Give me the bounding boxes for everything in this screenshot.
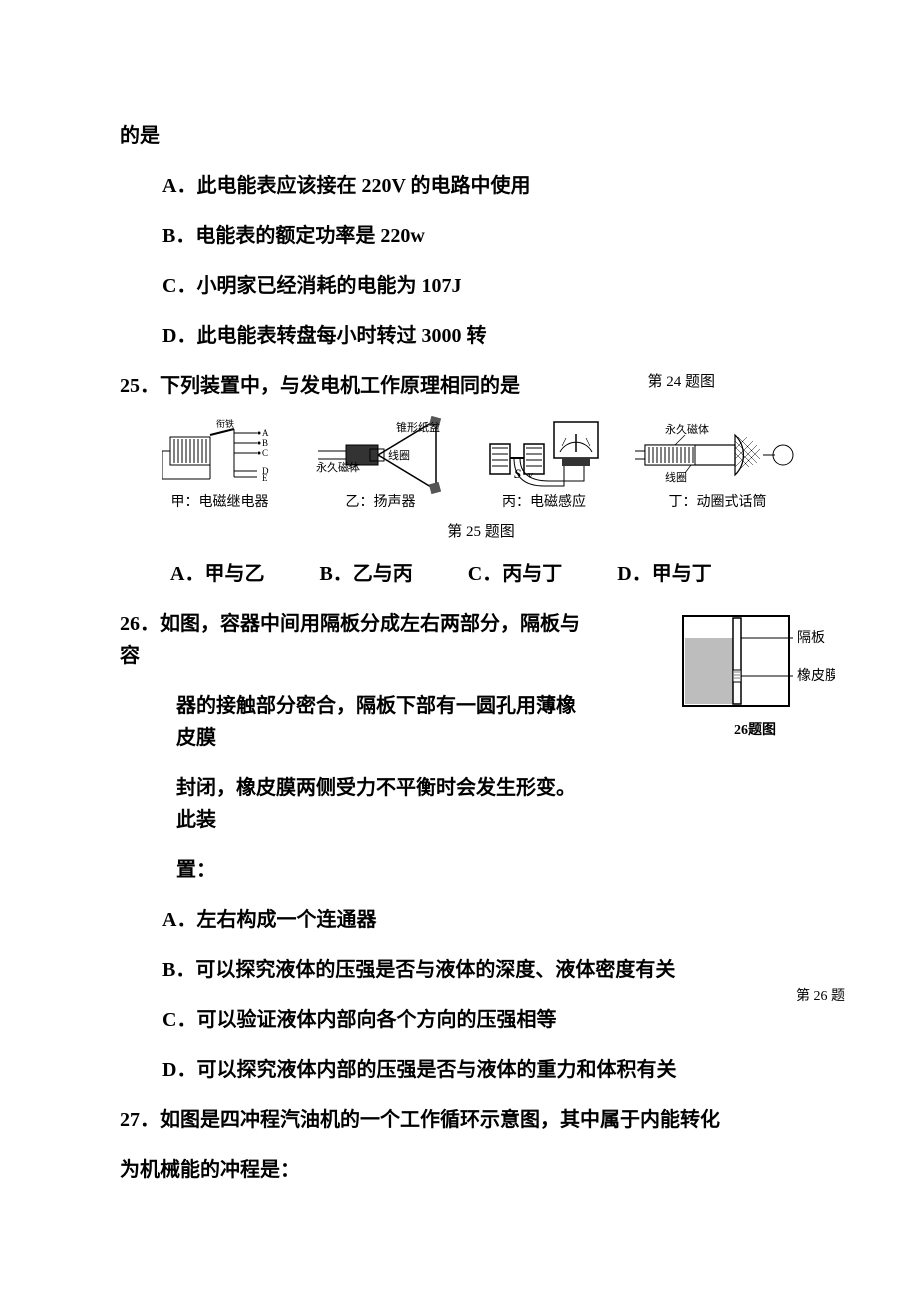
- q26-opt-b: B．可以探究液体的压强是否与液体的深度、液体密度有关: [120, 954, 800, 986]
- q25-fig-b-caption: 乙：扬声器: [346, 492, 416, 514]
- q25c-v-label: v: [528, 469, 533, 481]
- q25-figures-row: 衔铁 A B C D E 甲：电磁继电器: [120, 420, 800, 514]
- q24-opt-a: A．此电能表应该接在 220V 的电路中使用: [120, 170, 800, 202]
- q25-fig-a: 衔铁 A B C D E 甲：电磁继电器: [162, 420, 277, 514]
- q24-opt-d: D．此电能表转盘每小时转过 3000 转: [120, 320, 800, 352]
- q25a-anno-c: C: [262, 448, 268, 458]
- relay-icon: 衔铁 A B C D E: [162, 419, 277, 491]
- q25-fig-d: 永久磁体 线圈 丁：动圈式话筒: [635, 420, 800, 514]
- q25-fig-c-caption: 丙：电磁感应: [502, 492, 586, 514]
- q25d-anno-magnet: 永久磁体: [665, 422, 709, 436]
- q26-line2: 器的接触部分密合，隔板下部有一圆孔用薄橡皮膜: [120, 690, 590, 754]
- q25a-anno-a: A: [262, 428, 269, 438]
- q26-figure-caption: 26题图: [675, 720, 835, 742]
- q25-fig-d-caption: 丁：动圈式话筒: [669, 492, 767, 514]
- q26-opt-d: D．可以探究液体内部的压强是否与液体的重力和体积有关: [120, 1054, 800, 1086]
- induction-icon: S v: [484, 416, 604, 494]
- q24-opt-b: B．电能表的额定功率是 220w: [120, 220, 800, 252]
- q26-line4: 置：: [120, 854, 590, 886]
- q25a-anno-b: B: [262, 438, 268, 448]
- q25-main-caption: 第 25 题图: [120, 520, 800, 544]
- q26-line1: 26．如图，容器中间用隔板分成左右两部分，隔板与容: [120, 608, 590, 672]
- q26-opt-c: C．可以验证液体内部向各个方向的压强相等: [120, 1004, 800, 1036]
- speaker-icon: 锥形纸盆 永久磁体 线圈: [308, 415, 453, 495]
- q25-opt-c: C．丙与丁: [468, 558, 562, 590]
- q24-figure-caption: 第 24 题图: [647, 370, 715, 394]
- q26-block: 26．如图，容器中间用隔板分成左右两部分，隔板与容 器的接触部分密合，隔板下部有…: [120, 608, 800, 1086]
- q25b-anno-cone: 锥形纸盆: [396, 420, 440, 434]
- q27-line2: 为机械能的冲程是：: [120, 1154, 800, 1186]
- q25-fig-b: 锥形纸盆 永久磁体 线圈 乙：扬声器: [308, 420, 453, 514]
- q26-anno-membrane: 橡皮膜: [797, 668, 835, 684]
- q27-line1: 27．如图是四冲程汽油机的一个工作循环示意图，其中属于内能转化: [120, 1104, 800, 1136]
- q25-options: A．甲与乙 B．乙与丙 C．丙与丁 D．甲与丁: [120, 558, 800, 590]
- container-icon: 隔板 橡皮膜: [675, 608, 835, 718]
- q26-anno-partition: 隔板: [797, 630, 825, 646]
- q26-figure: 隔板 橡皮膜 26题图: [675, 608, 835, 742]
- q25d-anno-coil: 线圈: [665, 470, 687, 484]
- microphone-icon: 永久磁体 线圈: [635, 419, 800, 491]
- q25-opt-b: B．乙与丙: [319, 558, 412, 590]
- q25-fig-c: S v 丙：电磁感应: [484, 420, 604, 514]
- q26-line3: 封闭，橡皮膜两侧受力不平衡时会发生形变。此装: [120, 772, 590, 836]
- q24-opt-c: C．小明家已经消耗的电能为 107J: [120, 270, 800, 302]
- q25a-anno-armature: 衔铁: [216, 419, 234, 429]
- q26-opt-a: A．左右构成一个连通器: [120, 904, 800, 936]
- q26-side-caption: 第 26 题: [796, 986, 845, 1008]
- stem-trail: 的是: [120, 120, 800, 152]
- q25-opt-a: A．甲与乙: [170, 558, 264, 590]
- q25b-anno-coil: 线圈: [388, 448, 410, 462]
- q25-opt-d: D．甲与丁: [617, 558, 711, 590]
- q25-fig-a-caption: 甲：电磁继电器: [171, 492, 269, 514]
- q25a-anno-e: E: [262, 473, 268, 483]
- q25c-s-label: S: [514, 466, 521, 481]
